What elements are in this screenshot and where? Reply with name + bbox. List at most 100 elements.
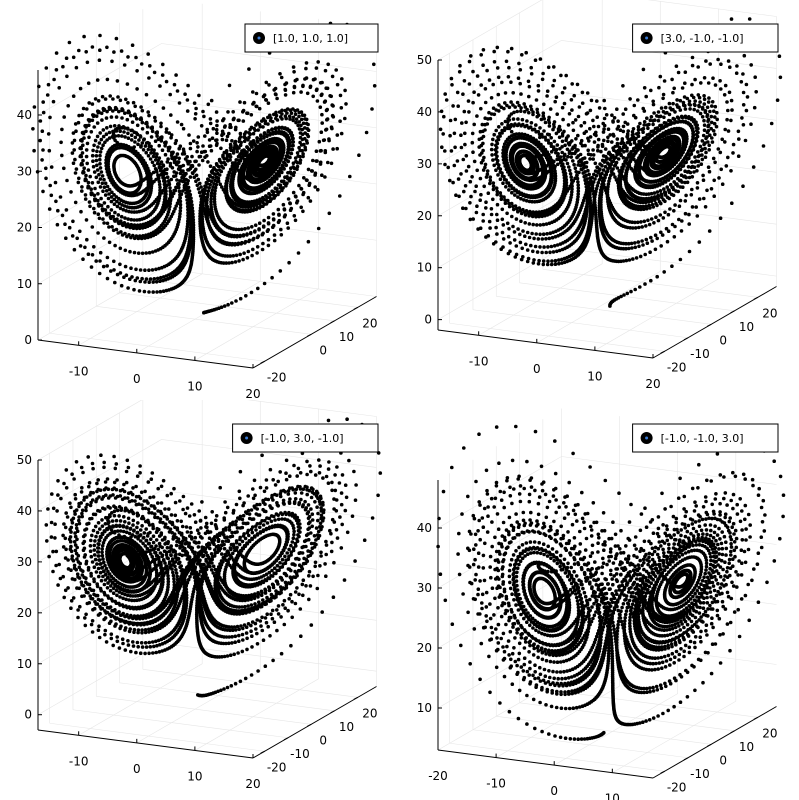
data-point bbox=[221, 118, 225, 123]
data-point bbox=[214, 127, 219, 132]
data-point bbox=[57, 86, 61, 90]
data-point bbox=[291, 161, 296, 165]
data-point bbox=[293, 218, 298, 223]
data-point bbox=[99, 170, 104, 174]
data-point bbox=[295, 108, 300, 112]
data-point bbox=[315, 87, 319, 92]
data-point bbox=[187, 133, 191, 137]
data-point bbox=[95, 121, 100, 125]
data-point bbox=[168, 92, 172, 97]
data-point bbox=[570, 187, 574, 191]
data-point bbox=[642, 140, 647, 144]
data-point bbox=[193, 159, 197, 164]
data-point bbox=[279, 233, 284, 237]
data-point bbox=[226, 110, 230, 114]
data-point bbox=[518, 68, 523, 72]
data-point bbox=[280, 163, 284, 168]
data-point bbox=[237, 161, 241, 166]
data-point bbox=[482, 155, 486, 160]
data-point bbox=[105, 138, 109, 142]
data-point bbox=[637, 244, 641, 249]
data-point bbox=[243, 205, 248, 209]
data-point bbox=[217, 157, 222, 162]
data-point bbox=[330, 103, 335, 107]
data-point bbox=[521, 229, 525, 233]
data-point bbox=[62, 166, 66, 171]
data-point bbox=[81, 143, 85, 148]
data-point bbox=[553, 99, 557, 104]
data-point bbox=[314, 66, 319, 70]
data-point bbox=[606, 135, 610, 140]
data-point bbox=[671, 169, 676, 174]
data-point bbox=[251, 139, 256, 143]
data-point bbox=[496, 173, 500, 177]
data-point bbox=[241, 234, 246, 238]
data-point bbox=[291, 65, 296, 69]
data-point bbox=[640, 239, 644, 243]
data-point bbox=[81, 257, 85, 262]
data-point bbox=[180, 152, 185, 156]
data-point bbox=[482, 184, 486, 189]
data-point bbox=[135, 123, 140, 128]
data-point bbox=[298, 154, 302, 159]
data-point bbox=[621, 144, 626, 149]
data-point bbox=[268, 199, 273, 203]
data-point bbox=[516, 227, 520, 231]
data-point bbox=[300, 148, 305, 153]
data-point bbox=[87, 118, 92, 122]
data-point bbox=[164, 288, 169, 293]
data-point bbox=[489, 207, 494, 211]
data-point bbox=[111, 214, 115, 219]
data-point bbox=[97, 58, 102, 62]
data-point bbox=[129, 217, 134, 222]
data-point bbox=[151, 290, 155, 294]
data-point bbox=[455, 90, 460, 95]
data-point bbox=[123, 216, 127, 220]
data-point bbox=[98, 33, 102, 38]
data-point bbox=[656, 110, 661, 114]
data-point bbox=[602, 98, 606, 103]
data-point bbox=[648, 118, 653, 123]
data-point bbox=[558, 242, 563, 246]
data-point bbox=[164, 127, 169, 131]
data-point bbox=[303, 136, 307, 141]
data-point bbox=[245, 111, 249, 115]
data-point bbox=[691, 136, 695, 141]
data-point bbox=[649, 217, 654, 221]
data-point bbox=[674, 167, 678, 171]
data-point bbox=[280, 170, 284, 175]
data-point bbox=[100, 207, 105, 211]
data-point bbox=[141, 148, 146, 152]
data-point bbox=[134, 117, 139, 121]
data-point bbox=[228, 158, 232, 162]
data-point bbox=[723, 127, 727, 132]
data-point bbox=[454, 193, 458, 197]
data-point bbox=[253, 142, 257, 147]
data-point bbox=[539, 117, 544, 122]
data-point bbox=[481, 219, 485, 223]
data-point bbox=[123, 264, 128, 269]
data-point bbox=[693, 99, 697, 103]
data-point bbox=[31, 127, 35, 131]
data-point bbox=[111, 129, 115, 134]
data-point bbox=[46, 82, 51, 87]
data-point bbox=[551, 250, 556, 254]
data-point bbox=[298, 140, 302, 145]
data-point bbox=[626, 241, 631, 246]
data-point bbox=[91, 164, 96, 169]
data-point bbox=[601, 168, 606, 172]
data-point bbox=[167, 182, 172, 187]
data-point bbox=[133, 113, 138, 118]
data-point bbox=[641, 243, 645, 247]
x-tick-label: 20 bbox=[645, 377, 660, 391]
data-point bbox=[155, 161, 160, 166]
data-point bbox=[466, 164, 471, 169]
data-point bbox=[180, 175, 184, 180]
data-point bbox=[560, 247, 565, 252]
data-point bbox=[155, 290, 159, 294]
data-point bbox=[262, 281, 267, 286]
data-point bbox=[174, 204, 178, 208]
data-point bbox=[148, 277, 153, 281]
data-point bbox=[529, 65, 533, 70]
data-point bbox=[181, 126, 186, 131]
